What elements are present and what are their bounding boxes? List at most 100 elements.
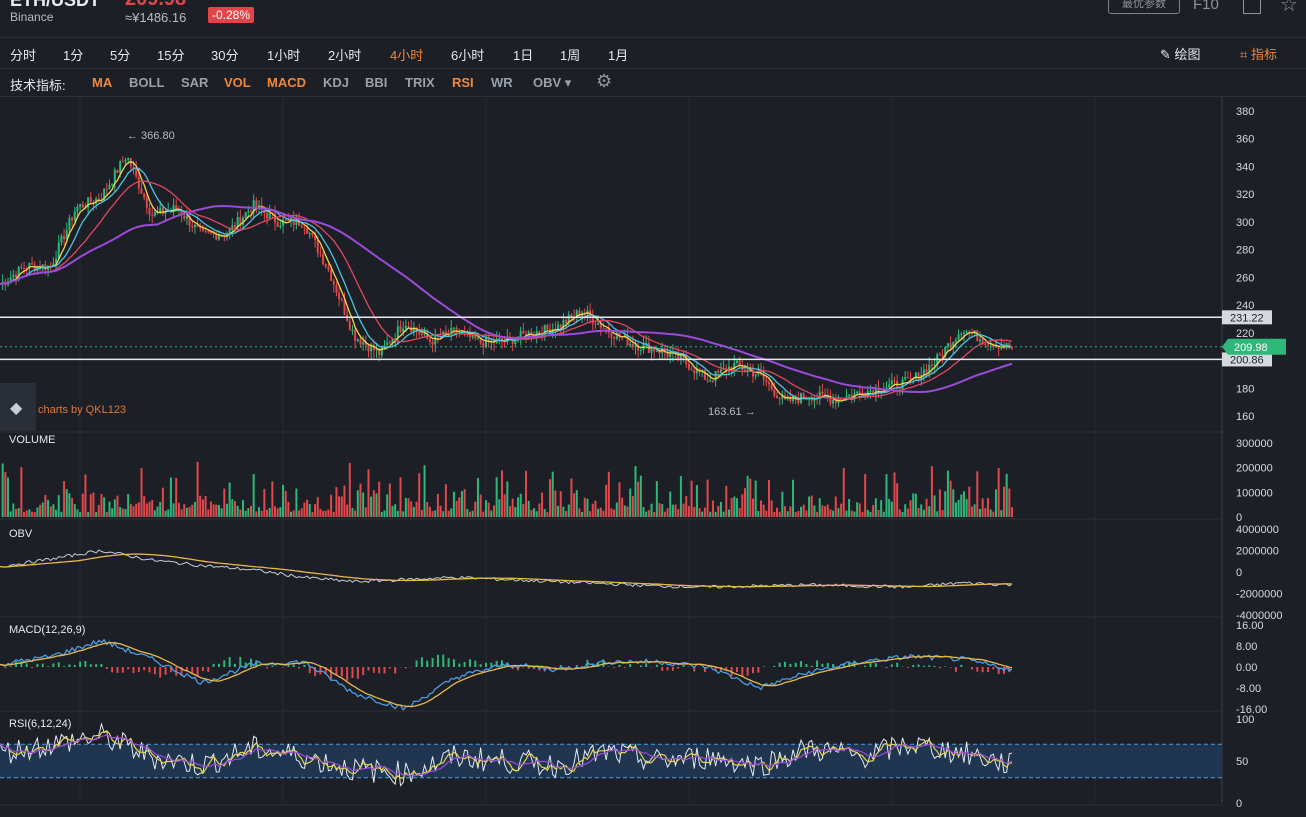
candle-body <box>498 338 501 340</box>
gear-icon[interactable]: ⚙ <box>596 71 613 91</box>
volume-bar <box>1 463 4 517</box>
volume-bar <box>522 503 525 517</box>
macd-hist-bar <box>527 667 530 669</box>
tab-timeframe-7[interactable]: 4小时 <box>390 48 424 63</box>
volume-bar <box>241 500 244 517</box>
macd-hist-bar <box>431 657 434 667</box>
volume-bar <box>578 508 581 517</box>
tab-timeframe-5[interactable]: 1小时 <box>267 48 301 63</box>
volume-bar <box>372 490 375 517</box>
macd-hist-bar <box>885 667 888 669</box>
indicator-9[interactable]: WR <box>491 75 513 90</box>
tab-timeframe-9[interactable]: 1日 <box>513 48 534 63</box>
indicator-2[interactable]: SAR <box>181 75 209 90</box>
volume-bar <box>749 478 752 517</box>
chart-canvas[interactable]: 160180200220240260280300320340360380231.… <box>0 97 1306 817</box>
candle-body <box>279 225 282 227</box>
volume-bar <box>263 488 266 517</box>
indicator-7[interactable]: TRIX <box>405 75 435 90</box>
volume-bar <box>89 494 92 517</box>
volume-bar <box>463 489 466 517</box>
macd-hist-bar <box>549 667 552 671</box>
candle-body <box>215 233 218 240</box>
volume-bar <box>439 505 442 517</box>
macd-hist-bar <box>639 665 642 667</box>
indicator-5[interactable]: KDJ <box>323 75 350 90</box>
tab-timeframe-2[interactable]: 5分 <box>110 48 131 63</box>
tab-timeframe-6[interactable]: 2小时 <box>328 48 362 63</box>
macd-hist-bar <box>191 667 194 675</box>
macd-hist-bar <box>495 660 498 667</box>
volume-bar <box>41 502 44 517</box>
volume-bar <box>415 501 418 517</box>
candle-body <box>890 380 893 385</box>
volume-bar <box>762 504 765 517</box>
volume-bar <box>853 511 856 517</box>
volume-bar <box>423 465 426 517</box>
macd-hist-bar <box>960 664 963 667</box>
macd-hist-bar <box>746 667 749 676</box>
tab-timeframe-11[interactable]: 1月 <box>608 48 629 63</box>
macd-hist-bar <box>655 664 658 667</box>
candle-body <box>922 369 925 375</box>
param-button[interactable]: 最优参数 <box>1108 0 1180 14</box>
volume-bar <box>303 502 306 517</box>
volume-bar <box>247 508 250 517</box>
candle-body <box>300 225 303 228</box>
tab-timeframe-3[interactable]: 15分 <box>157 48 185 63</box>
macd-hist-bar <box>223 660 226 667</box>
expand-icon[interactable] <box>1243 0 1261 14</box>
volume-bar <box>936 511 939 517</box>
volume-bar <box>116 495 119 517</box>
tab-timeframe-8[interactable]: 6小时 <box>451 48 485 63</box>
volume-bar <box>71 497 74 517</box>
indicator-0[interactable]: MA <box>92 75 113 90</box>
volume-bar <box>81 493 84 517</box>
volume-bar <box>426 502 429 517</box>
macd-hist-bar <box>735 667 738 673</box>
candle-body <box>583 312 586 314</box>
macd-hist-bar <box>623 667 626 668</box>
indicators-button[interactable]: ⌗ 指标 <box>1240 44 1277 63</box>
macd-hist-bar <box>794 662 797 667</box>
indicator-4[interactable]: MACD <box>267 75 306 90</box>
volume-tick: 200000 <box>1236 463 1273 475</box>
volume-bar <box>60 511 63 517</box>
candle-body <box>311 233 314 236</box>
tab-timeframe-10[interactable]: 1周 <box>560 48 581 63</box>
indicator-1[interactable]: BOLL <box>129 75 165 90</box>
macd-hist-bar <box>944 666 947 667</box>
candle-body <box>386 342 389 345</box>
candle-body <box>143 193 146 198</box>
tab-timeframe-1[interactable]: 1分 <box>63 48 84 63</box>
volume-bar <box>100 493 103 517</box>
f10-button[interactable]: F10 <box>1193 0 1219 13</box>
star-icon[interactable]: ☆ <box>1280 0 1298 16</box>
volume-bar <box>450 508 453 517</box>
candle-body <box>73 211 76 221</box>
volume-bar <box>960 494 963 517</box>
candle-body <box>55 258 58 264</box>
volume-bar <box>132 506 135 517</box>
candle-body <box>685 357 688 365</box>
volume-bar <box>917 508 920 517</box>
indicator-10[interactable]: OBV ▾ <box>533 75 572 90</box>
volume-bar <box>412 506 415 517</box>
macd-hist-bar <box>164 667 167 675</box>
tab-timeframe-4[interactable]: 30分 <box>211 48 239 63</box>
macd-hist-bar <box>757 667 760 673</box>
candle-body <box>978 339 981 342</box>
candle-body <box>925 369 928 374</box>
indicator-8[interactable]: RSI <box>452 75 474 90</box>
candle-body <box>338 292 341 300</box>
indicator-6[interactable]: BBI <box>365 75 388 90</box>
indicator-3[interactable]: VOL <box>224 75 251 90</box>
volume-bar <box>850 510 853 517</box>
volume-bar <box>794 512 797 517</box>
volume-bar <box>842 468 845 517</box>
candle-body <box>153 212 156 216</box>
tab-timeframe-0[interactable]: 分时 <box>10 48 37 63</box>
volume-bar <box>364 507 367 517</box>
volume-bar <box>466 509 469 517</box>
draw-button[interactable]: ✎ 绘图 <box>1160 44 1201 63</box>
